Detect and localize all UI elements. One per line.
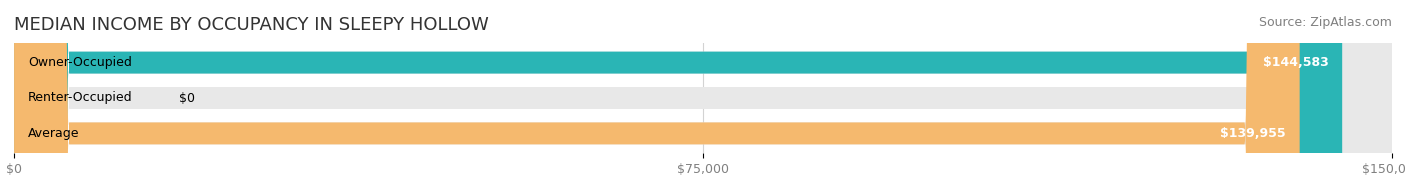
Text: Owner-Occupied: Owner-Occupied bbox=[28, 56, 132, 69]
Text: Source: ZipAtlas.com: Source: ZipAtlas.com bbox=[1258, 16, 1392, 29]
FancyBboxPatch shape bbox=[14, 0, 1299, 196]
Text: $139,955: $139,955 bbox=[1220, 127, 1286, 140]
FancyBboxPatch shape bbox=[14, 0, 1343, 196]
Text: $144,583: $144,583 bbox=[1263, 56, 1329, 69]
Text: Average: Average bbox=[28, 127, 79, 140]
FancyBboxPatch shape bbox=[14, 0, 1392, 196]
FancyBboxPatch shape bbox=[14, 0, 1392, 196]
Text: MEDIAN INCOME BY OCCUPANCY IN SLEEPY HOLLOW: MEDIAN INCOME BY OCCUPANCY IN SLEEPY HOL… bbox=[14, 16, 489, 34]
Text: $0: $0 bbox=[180, 92, 195, 104]
FancyBboxPatch shape bbox=[14, 0, 1392, 196]
Text: Renter-Occupied: Renter-Occupied bbox=[28, 92, 132, 104]
